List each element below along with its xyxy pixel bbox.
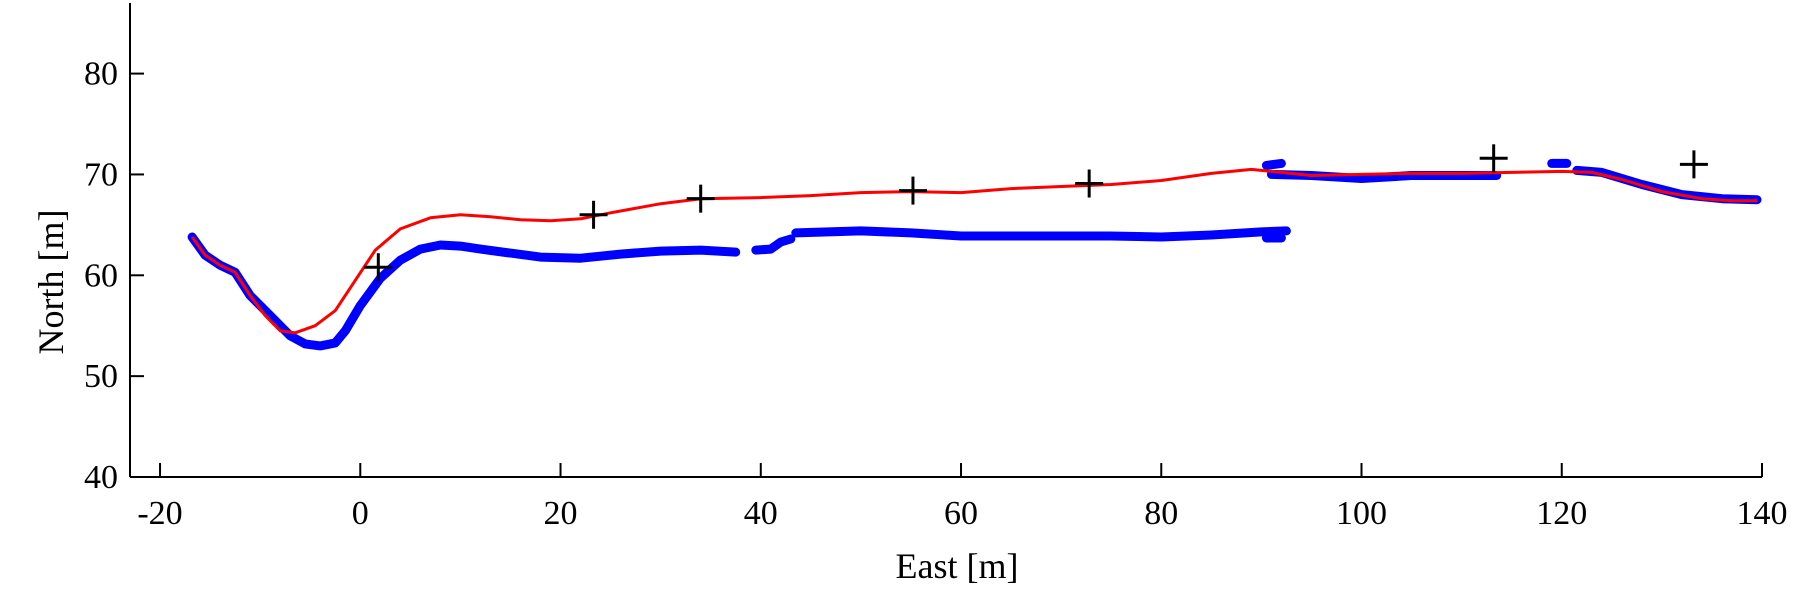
plus-marker [364, 253, 393, 282]
plus-marker [1679, 150, 1708, 179]
x-tick-label: 40 [744, 495, 778, 532]
x-tick-label: 20 [544, 495, 578, 532]
blue-trajectory-segment [1261, 158, 1286, 170]
plot-area: -20 0 20 40 60 80 100 120 140 40 50 60 70 80 [84, 3, 1788, 532]
blue-trajectory-segment [187, 232, 741, 351]
x-tick-label: 60 [944, 495, 978, 532]
x-tick-label: 120 [1536, 495, 1587, 532]
x-tick-label: 80 [1144, 495, 1178, 532]
x-tick-label: 140 [1737, 495, 1788, 532]
x-tick-label: 100 [1336, 495, 1387, 532]
y-tick-label: 80 [84, 56, 118, 93]
x-tick-label: -20 [137, 495, 182, 532]
plus-marker [579, 200, 608, 229]
plus-marker [686, 184, 715, 213]
plus-marker [898, 176, 927, 205]
y-tick-label: 60 [84, 257, 118, 294]
y-tick-label: 70 [84, 156, 118, 193]
blue-trajectory-segment [791, 226, 1291, 242]
series-layer [187, 144, 1762, 351]
blue-trajectory-segment [751, 234, 796, 255]
y-tick-label: 50 [84, 358, 118, 395]
red-trajectory-line [190, 167, 1757, 335]
y-tick-label: 40 [84, 459, 118, 496]
y-axis-label: North [m] [31, 210, 71, 355]
y-ticks: 40 50 60 70 80 [84, 56, 144, 496]
blue-trajectory-segment [1572, 165, 1762, 205]
plus-marker [1075, 169, 1104, 198]
x-tick-label: 0 [352, 495, 369, 532]
x-axis-label: East [m] [896, 546, 1019, 586]
plus-marker [1479, 144, 1508, 173]
x-ticks: -20 0 20 40 60 80 100 120 140 [137, 463, 1788, 532]
